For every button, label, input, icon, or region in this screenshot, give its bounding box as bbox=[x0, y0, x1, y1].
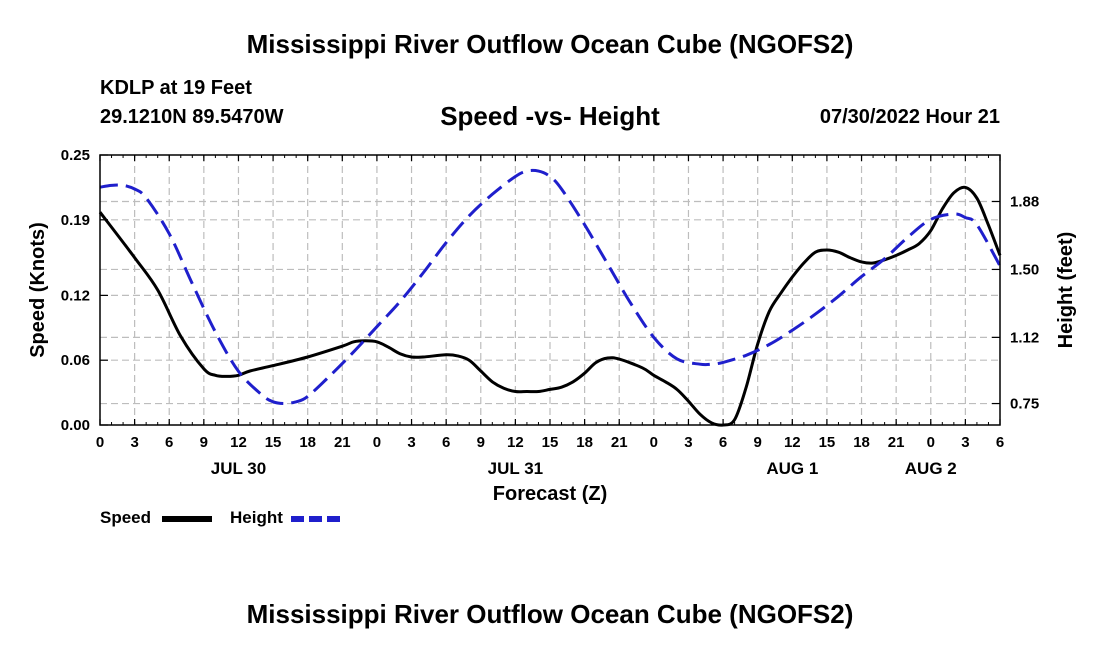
height-line bbox=[99, 168, 1002, 405]
x-tick-label: 12 bbox=[784, 434, 801, 451]
x-tick-label: 6 bbox=[719, 434, 727, 451]
x-tick-label: 9 bbox=[754, 434, 762, 451]
x-tick-label: 12 bbox=[507, 434, 524, 451]
y2-tick-label: 0.75 bbox=[1010, 396, 1039, 413]
y-tick-label: 0.25 bbox=[61, 147, 90, 164]
y2-tick-label: 1.50 bbox=[1010, 261, 1039, 278]
x-tick-label: 0 bbox=[96, 434, 104, 451]
coordinates-label: 29.1210N 89.5470W bbox=[100, 106, 284, 128]
x-tick-label: 18 bbox=[853, 434, 870, 451]
legend-height-label: Height bbox=[230, 508, 283, 527]
legend-speed-label: Speed bbox=[100, 508, 152, 527]
grid bbox=[100, 155, 1000, 425]
x-tick-label: 18 bbox=[576, 434, 593, 451]
y-tick-label: 0.12 bbox=[61, 287, 90, 304]
x-tick-label: 6 bbox=[442, 434, 450, 451]
date-label: JUL 30 bbox=[211, 459, 266, 478]
chart-subtitle: Speed -vs- Height bbox=[440, 101, 660, 131]
x-tick-label: 3 bbox=[407, 434, 415, 451]
x-tick-label: 21 bbox=[611, 434, 628, 451]
y2-tick-label: 1.12 bbox=[1010, 329, 1039, 346]
date-label: AUG 2 bbox=[905, 459, 957, 478]
x-tick-label: 9 bbox=[200, 434, 208, 451]
x-tick-label: 3 bbox=[130, 434, 138, 451]
x-tick-label: 3 bbox=[961, 434, 969, 451]
x-tick-label: 15 bbox=[542, 434, 559, 451]
x-tick-label: 15 bbox=[819, 434, 836, 451]
x-tick-label: 0 bbox=[650, 434, 658, 451]
series-layer bbox=[98, 168, 1002, 427]
date-label: JUL 31 bbox=[488, 459, 543, 478]
y-axis-label: Speed (Knots) bbox=[27, 222, 49, 358]
y2-tick-label: 1.88 bbox=[1010, 193, 1039, 210]
y-tick-label: 0.19 bbox=[61, 212, 90, 229]
x-tick-label: 0 bbox=[927, 434, 935, 451]
x-tick-label: 21 bbox=[888, 434, 905, 451]
y2-axis-label: Height (feet) bbox=[1055, 232, 1077, 349]
footer-title: Mississippi River Outflow Ocean Cube (NG… bbox=[246, 599, 854, 629]
x-tick-label: 18 bbox=[299, 434, 316, 451]
x-tick-label: 15 bbox=[265, 434, 282, 451]
chart-title: Mississippi River Outflow Ocean Cube (NG… bbox=[246, 29, 854, 59]
forecast-datetime: 07/30/2022 Hour 21 bbox=[819, 106, 1000, 128]
x-tick-label: 21 bbox=[334, 434, 351, 451]
x-axis-label: Forecast (Z) bbox=[493, 483, 607, 505]
x-tick-label: 12 bbox=[230, 434, 247, 451]
speed-line bbox=[98, 185, 1002, 427]
x-tick-label: 6 bbox=[165, 434, 173, 451]
x-tick-label: 3 bbox=[684, 434, 692, 451]
y-tick-label: 0.00 bbox=[61, 417, 90, 434]
x-tick-label: 6 bbox=[996, 434, 1004, 451]
station-label: KDLP at 19 Feet bbox=[100, 77, 252, 99]
x-tick-label: 0 bbox=[373, 434, 381, 451]
y-tick-label: 0.06 bbox=[61, 352, 90, 369]
axes: 0 3 6 9 12 15 18 21 0 3 6 9 12 15 18 21 0 3 6 9 12 15 18 21 0 3 6 J… bbox=[61, 147, 1039, 478]
date-label: AUG 1 bbox=[766, 459, 818, 478]
x-tick-label: 9 bbox=[477, 434, 485, 451]
